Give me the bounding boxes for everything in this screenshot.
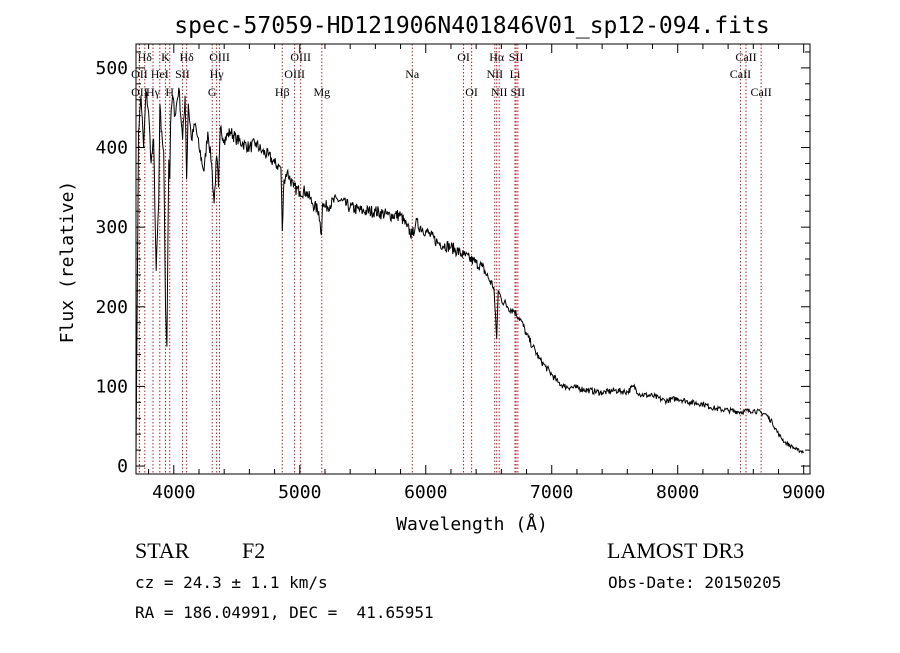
coordinates: RA = 186.04991, DEC = 41.65951 [135, 603, 434, 622]
line-marker-label-7: H [165, 85, 174, 99]
line-marker-label-27: CaII [750, 85, 771, 99]
line-marker-label-23: NII [491, 85, 508, 99]
redshift-velocity: cz = 24.3 ± 1.1 km/s [135, 573, 328, 592]
line-marker-label-24: SII [511, 85, 526, 99]
line-marker-label-2: OII [131, 85, 148, 99]
line-marker-label-10: Hγ [210, 67, 225, 81]
line-marker-label-22: Li [510, 67, 521, 81]
y-tick-label: 0 [117, 456, 128, 477]
line-marker-label-0: Hδ [138, 50, 153, 64]
x-tick-label: 7000 [530, 482, 573, 503]
y-tick-label: 300 [95, 217, 128, 238]
line-marker-label-16: Na [405, 67, 420, 81]
x-tick-label: 6000 [404, 482, 447, 503]
line-marker-label-1: OII [131, 67, 148, 81]
line-marker-label-14: OIII [284, 67, 305, 81]
chart-title: spec-57059-HD121906N401846V01_sp12-094.f… [174, 13, 769, 39]
spectrum-series [135, 87, 805, 459]
line-marker-label-9: OIII [209, 50, 230, 64]
line-marker-label-15: Mg [313, 85, 330, 99]
line-marker-label-19: Hα [489, 50, 505, 64]
line-marker-label-20: SII [509, 50, 524, 64]
x-tick-label: 9000 [782, 482, 825, 503]
line-marker-label-5: Hγ [146, 85, 161, 99]
y-axis-label: Flux (relative) [57, 181, 78, 344]
line-marker-label-8: Hδ [179, 50, 194, 64]
line-marker-label-13: OIII [290, 50, 311, 64]
line-marker-label-4: HeI [151, 67, 169, 81]
x-axis-label: Wavelength (Å) [396, 513, 548, 535]
y-tick-label: 200 [95, 297, 128, 318]
x-tick-label: 4000 [152, 482, 195, 503]
x-tick-label: 8000 [656, 482, 699, 503]
y-tick-label: 500 [95, 58, 128, 79]
x-tick-label: 5000 [278, 482, 321, 503]
y-tick-label: 100 [95, 376, 128, 397]
line-marker-label-12: Hβ [275, 85, 290, 99]
line-marker-label-25: CaII [735, 50, 756, 64]
survey-name: LAMOST DR3 [607, 538, 745, 563]
spectral-subclass: F2 [242, 538, 266, 563]
line-marker-label-26: CaII [730, 67, 751, 81]
line-marker-label-18: OI [465, 85, 478, 99]
line-marker-label-6: SII [175, 67, 190, 81]
line-marker-label-11: G [208, 85, 217, 99]
observation-date: Obs-Date: 20150205 [608, 573, 782, 592]
y-tick-label: 400 [95, 138, 128, 159]
spectrum-line [135, 87, 805, 459]
line-marker-label-21: NII [486, 67, 503, 81]
line-marker-label-3: K [161, 50, 170, 64]
axis-ticks: 4000 5000 6000 7000 8000 9000 0 100 200 300 400 500 [95, 44, 825, 503]
line-marker-label-17: OI [457, 50, 470, 64]
object-type: STAR [135, 538, 190, 563]
